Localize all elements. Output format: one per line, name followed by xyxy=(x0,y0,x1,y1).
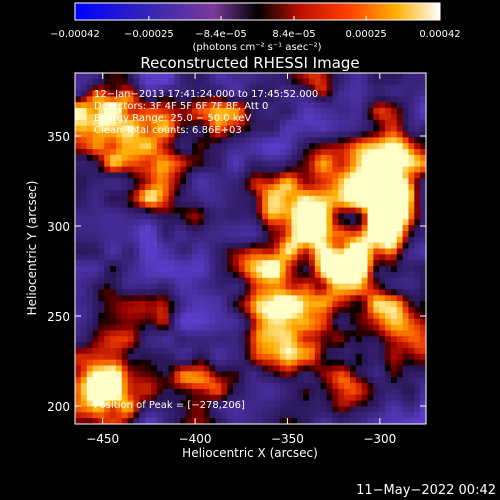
colorbar-tick-label: −0.00042 xyxy=(50,29,100,40)
plot-frame xyxy=(74,72,427,425)
chart-title: Reconstructed RHESSI Image xyxy=(140,54,359,72)
annotation-energy-range: Energy Range: 25.0 − 50.0 keV xyxy=(94,113,251,124)
x-axis-label: Heliocentric X (arcsec) xyxy=(182,446,318,460)
x-tick-label: −400 xyxy=(179,432,212,446)
heatmap-image xyxy=(75,73,426,424)
colorbar-ticks: −0.00042 −0.00025 −8.4e−05 8.4e−05 0.00025 0.… xyxy=(50,16,461,40)
y-tick-label: 350 xyxy=(47,130,70,144)
colorbar-tick-label: 0.00042 xyxy=(419,29,460,40)
y-tick-label: 250 xyxy=(47,310,70,324)
y-tick-label: 300 xyxy=(47,220,70,234)
y-axis-ticks: 200 250 300 350 xyxy=(47,130,426,414)
colorbar-tick-label: −0.00025 xyxy=(124,29,174,40)
colorbar-tick-label: −8.4e−05 xyxy=(195,29,247,40)
y-tick-label: 200 xyxy=(47,400,70,414)
annotation-clean-counts: Clean Total counts: 6.86E+03 xyxy=(94,125,242,136)
y-axis-label: Heliocentric Y (arcsec) xyxy=(25,181,39,316)
x-tick-label: −300 xyxy=(363,432,396,446)
annotation-peak-position: Position of Peak = [−278,206] xyxy=(94,400,245,411)
x-tick-label: −350 xyxy=(271,432,304,446)
colorbar xyxy=(74,2,441,21)
timestamp: 11−May−2022 00:42 xyxy=(356,483,496,498)
x-axis-ticks: −450 −400 −350 −300 xyxy=(86,73,396,446)
x-tick-label: −450 xyxy=(86,432,119,446)
annotation-detectors: Detectors: 3F 4F 5F 6F 7F 8F, Att 0 xyxy=(94,101,268,112)
colorbar-tick-label: 8.4e−05 xyxy=(272,29,315,40)
colorbar-tick-label: 0.00025 xyxy=(345,29,386,40)
annotation-time-range: 12−Jan−2013 17:41:24.000 to 17:45:52.000 xyxy=(94,89,318,100)
colorbar-units-label: (photons cm⁻² s⁻¹ asec⁻²) xyxy=(192,42,321,53)
